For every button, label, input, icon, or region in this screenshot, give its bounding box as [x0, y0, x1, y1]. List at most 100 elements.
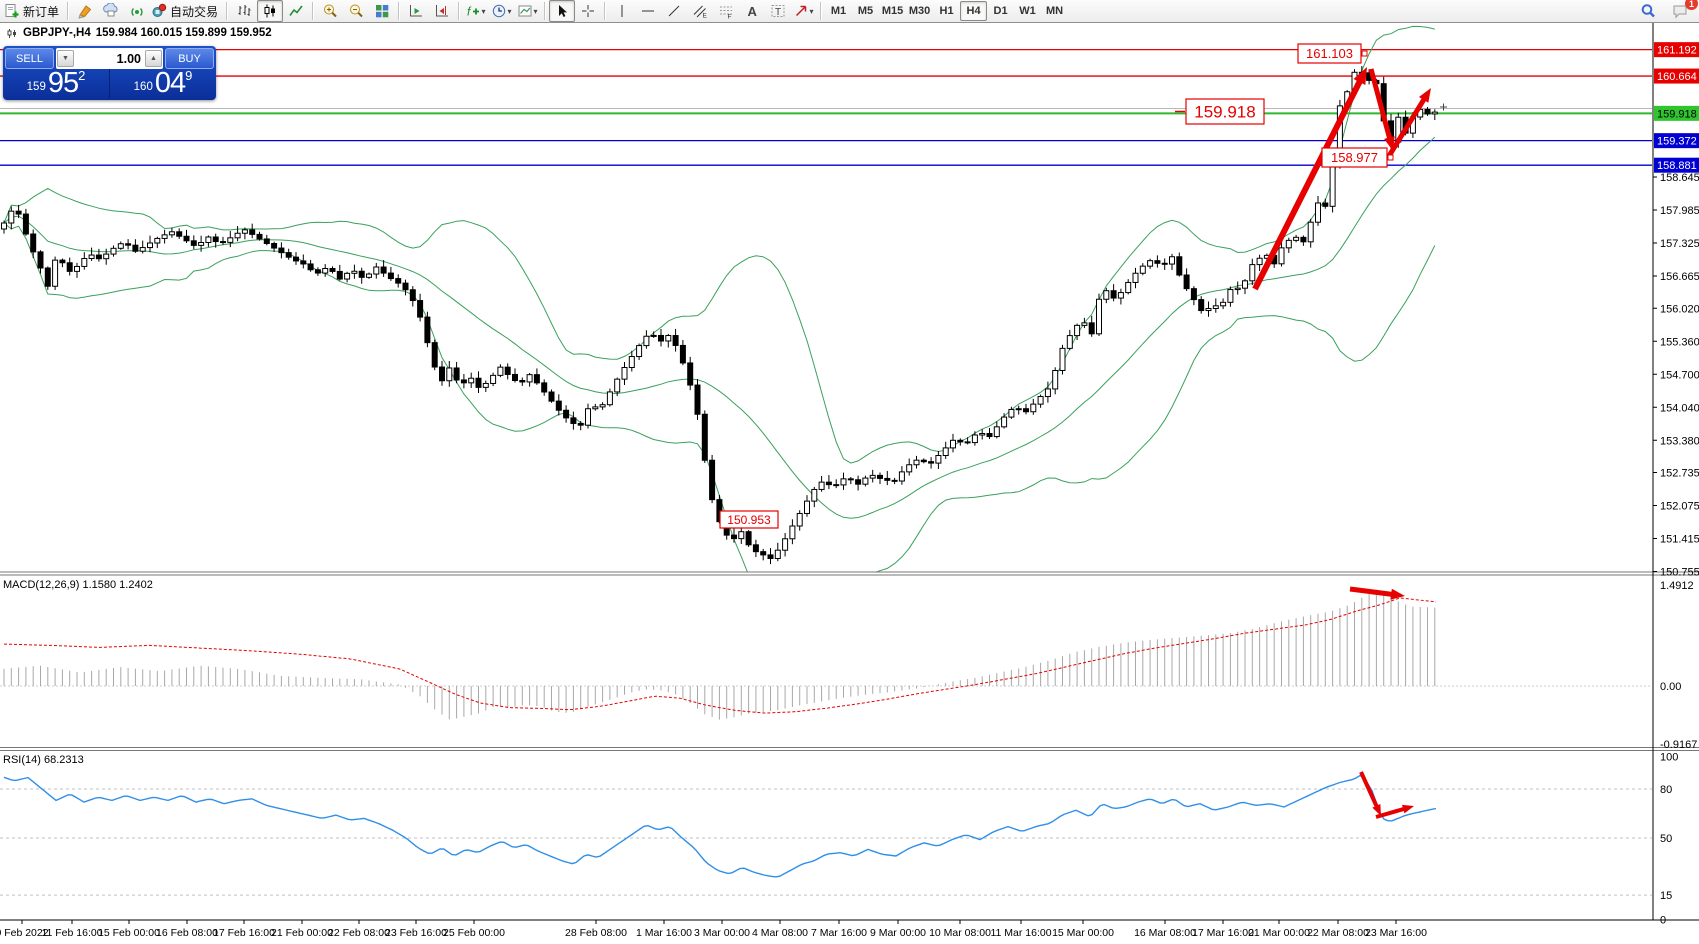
timeframe-m30[interactable]: M30	[908, 5, 931, 17]
auto-scroll-button[interactable]	[403, 0, 429, 22]
candle-body	[745, 531, 752, 546]
time-tick-label[interactable]: 28 Feb 08:00	[565, 927, 627, 939]
chart-title: GBPJPY-,H4 159.984 160.015 159.899 159.9…	[7, 27, 272, 39]
time-tick-label[interactable]: 4 Mar 08:00	[752, 927, 808, 939]
annotation-price-label[interactable]: 161.103	[1297, 43, 1368, 64]
toolbar-separator	[398, 2, 401, 20]
time-tick-label[interactable]: 16 Mar 08:00	[1134, 927, 1196, 939]
templates-button[interactable]: ▾	[515, 0, 541, 22]
zoom-out-button[interactable]	[343, 0, 369, 22]
channel-button[interactable]: E	[687, 0, 713, 22]
timeframe-m15[interactable]: M15	[881, 5, 904, 17]
time-tick-label[interactable]: 1 Mar 16:00	[636, 927, 692, 939]
timeframe-h4[interactable]: H4	[960, 1, 988, 21]
timeframe-h1[interactable]: H1	[939, 5, 954, 17]
candle-body	[731, 534, 737, 540]
annotation-arrow[interactable]	[1252, 78, 1364, 291]
candle-body	[636, 345, 643, 358]
time-tick-label[interactable]: 25 Feb 00:00	[443, 927, 505, 939]
candlestick-chart-button[interactable]	[257, 0, 284, 22]
price-pane[interactable]	[0, 25, 1653, 643]
time-tick-label[interactable]: 21 Feb 00:00	[271, 927, 333, 939]
candle-body	[1212, 305, 1219, 309]
candle-body	[176, 231, 183, 237]
annotation-price-label[interactable]: 159.918	[1175, 98, 1265, 125]
tile-windows-button[interactable]	[369, 0, 395, 22]
candle-body	[687, 362, 694, 386]
annotation-arrow[interactable]	[1349, 586, 1394, 597]
annotation-arrow[interactable]	[1375, 806, 1406, 819]
time-tick-label[interactable]: 10 Mar 08:00	[929, 927, 991, 939]
annotation-arrow[interactable]	[1386, 96, 1427, 158]
candle-body	[519, 380, 526, 383]
candle-body	[738, 531, 745, 540]
time-tick-label[interactable]: 22 Mar 08:00	[1307, 927, 1369, 939]
time-tick-label[interactable]: 11 Mar 16:00	[990, 927, 1051, 939]
time-tick-label[interactable]: 7 Mar 16:00	[811, 927, 867, 939]
time-tick-label[interactable]: 15 Mar 00:00	[1052, 927, 1114, 939]
time-tick-label[interactable]: 9 Mar 00:00	[870, 927, 926, 939]
candle-body	[373, 266, 380, 275]
text-button[interactable]: A	[739, 0, 765, 22]
timeframe-d1[interactable]: D1	[993, 5, 1008, 17]
vertical-line-button[interactable]	[609, 0, 635, 22]
bid-sup: 2	[78, 68, 86, 83]
new-order-button[interactable]: 新订单	[3, 0, 64, 22]
volume-value[interactable]: 1.00	[116, 51, 141, 66]
annotation-price-label[interactable]: 150.953	[719, 510, 779, 529]
candle-body	[402, 282, 409, 291]
print-preview-button[interactable]	[98, 0, 124, 22]
candle-body	[585, 408, 591, 426]
timeframe-m5[interactable]: M5	[857, 5, 874, 17]
arrows-button[interactable]: ▾	[791, 0, 817, 22]
time-tick-label[interactable]: 16 Feb 08:00	[156, 927, 218, 939]
buy-button[interactable]: BUY	[165, 48, 214, 69]
timeframe-m1[interactable]: M1	[830, 5, 847, 17]
bar-chart-button[interactable]	[231, 0, 257, 22]
cursor-button[interactable]	[549, 0, 576, 22]
sell-button[interactable]: SELL	[5, 48, 54, 69]
toolbar-separator	[458, 2, 461, 20]
time-tick-label[interactable]: 11 Feb 16:00	[41, 927, 102, 939]
auto-trading-button[interactable]: 自动交易	[150, 0, 223, 22]
crosshair-button[interactable]	[575, 0, 601, 22]
volume-decrease-button[interactable]: ▼	[57, 50, 74, 67]
time-tick-label[interactable]: 23 Feb 16:00	[385, 927, 447, 939]
bid-price[interactable]: 159 95 2	[3, 69, 110, 98]
timeframe-w1[interactable]: W1	[1019, 5, 1036, 17]
signals-button[interactable]	[124, 0, 150, 22]
rsi-pane[interactable]	[0, 771, 1653, 896]
time-tick-label[interactable]: 23 Mar 16:00	[1365, 927, 1427, 939]
candle-body	[446, 367, 453, 382]
ask-price[interactable]: 160 04 9	[110, 69, 216, 98]
line-chart-button[interactable]	[283, 0, 309, 22]
macd-pane[interactable]	[0, 586, 1653, 720]
dropdown-arrow-icon: ▾	[533, 6, 538, 16]
ask-sup: 9	[185, 68, 193, 83]
highlighter-button[interactable]	[72, 0, 98, 22]
time-tick-label[interactable]: 21 Mar 00:00	[1248, 927, 1310, 939]
time-tick-label[interactable]: 0 Feb 2022	[0, 927, 49, 939]
indicators-button[interactable]: f ▾	[463, 0, 489, 22]
time-tick-label[interactable]: 17 Feb 16:00	[213, 927, 275, 939]
chart-shift-button[interactable]	[429, 0, 455, 22]
timeframe-mn[interactable]: MN	[1045, 5, 1064, 17]
time-tick-label[interactable]: 15 Feb 00:00	[98, 927, 160, 939]
fibonacci-button[interactable]: F	[713, 0, 739, 22]
time-tick-label[interactable]: 3 Mar 00:00	[694, 927, 750, 939]
time-tick-label[interactable]: 17 Mar 16:00	[1192, 927, 1254, 939]
search-button[interactable]	[1635, 0, 1661, 22]
periods-button[interactable]: ▾	[489, 0, 515, 22]
text-label-button[interactable]: T	[765, 0, 791, 22]
annotation-arrow[interactable]	[1368, 68, 1393, 141]
chart-area[interactable]: 158.645 157.985 157.325 156.665 156.020 155.3…	[0, 23, 1699, 944]
zoom-in-button[interactable]	[317, 0, 343, 22]
trendline-button[interactable]	[661, 0, 687, 22]
volume-increase-button[interactable]: ▲	[145, 50, 162, 67]
annotation-price-label[interactable]: 158.977	[1321, 147, 1394, 168]
candle-body	[1424, 108, 1431, 115]
notifications-button[interactable]: 1	[1667, 0, 1698, 22]
horizontal-line-button[interactable]	[635, 0, 661, 22]
time-tick-label[interactable]: 22 Feb 08:00	[328, 927, 390, 939]
annotation-arrow[interactable]	[1359, 771, 1380, 809]
